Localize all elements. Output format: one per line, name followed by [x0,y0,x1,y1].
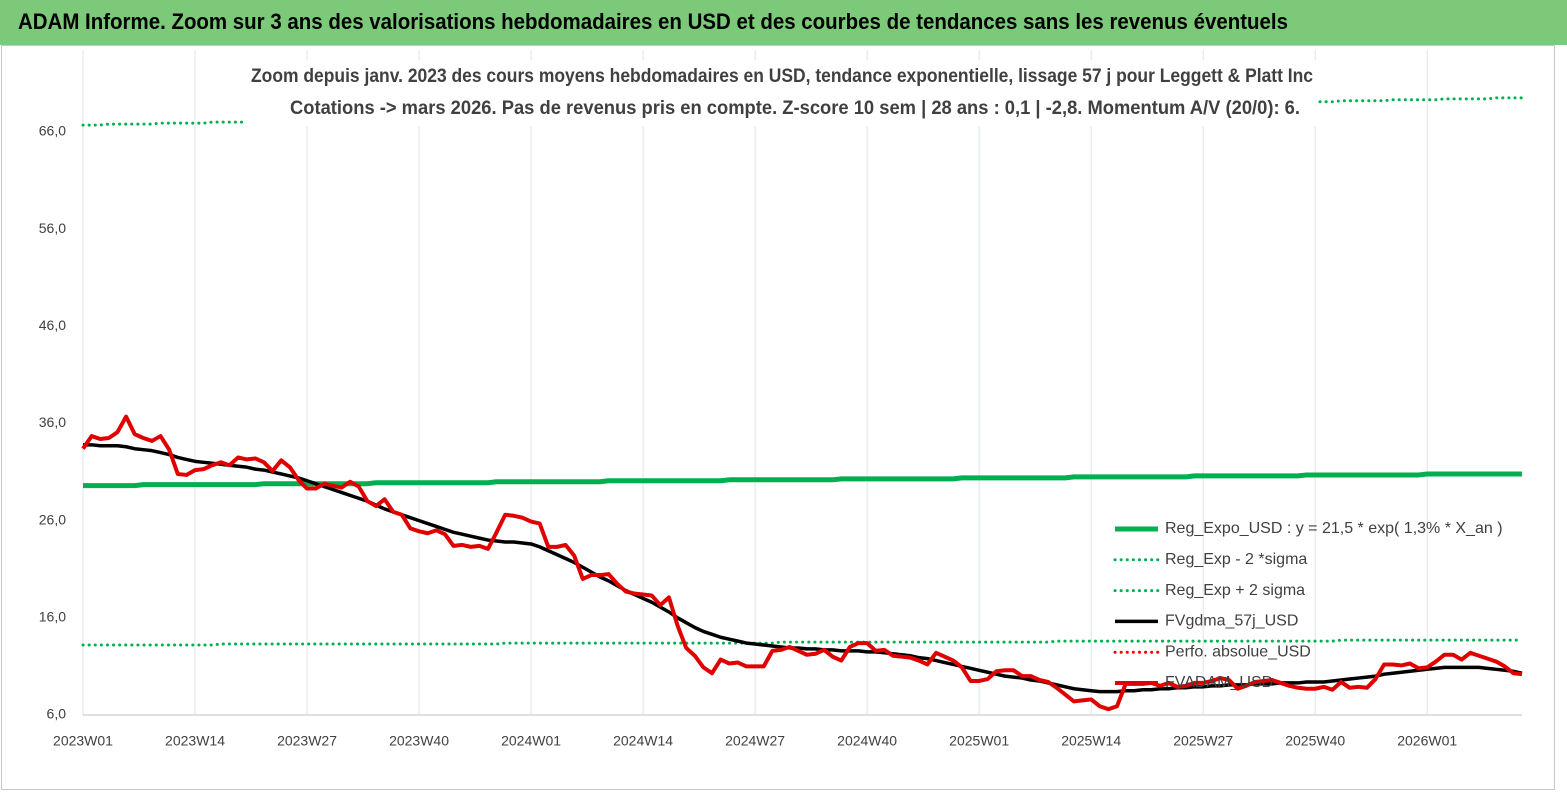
x-tick-label: 2023W40 [389,733,449,749]
y-tick-label: 16,0 [39,609,66,625]
legend-label: Perfo. absolue_USD [1165,643,1311,660]
x-tick-label: 2023W01 [53,733,113,749]
y-tick-label: 36,0 [39,414,66,430]
legend-label: FVgdma_57j_USD [1165,613,1298,630]
series-line [81,638,1524,647]
series-line [81,414,1523,712]
x-tick-label: 2025W27 [1173,733,1233,749]
y-tick-label: 26,0 [39,511,66,527]
legend-label: Reg_Exp + 2 sigma [1165,582,1305,599]
header-bar [0,0,1567,45]
x-tick-label: 2025W14 [1061,733,1121,749]
x-tick-label: 2025W40 [1285,733,1345,749]
legend: Reg_Expo_USD : y = 21,5 * exp( 1,3% * X_… [1113,520,1503,691]
x-tick-label: 2026W01 [1397,733,1457,749]
x-tick-label: 2023W14 [165,733,225,749]
x-tick-label: 2024W01 [501,733,561,749]
legend-label: FVADAM_USD [1165,674,1273,691]
title-background [246,60,1318,126]
legend-label: Reg_Exp - 2 *sigma [1165,551,1307,568]
y-tick-label: 66,0 [39,123,66,139]
y-tick-label: 6,0 [47,706,67,722]
x-tick-label: 2024W14 [613,733,673,749]
legend-label: Reg_Expo_USD : y = 21,5 * exp( 1,3% * X_… [1165,520,1503,537]
x-tick-label: 2024W27 [725,733,785,749]
chart-subtitle: Cotations -> mars 2026. Pas de revenus p… [290,98,1300,119]
chart-frame [1,45,1555,790]
x-tick-label: 2025W01 [949,733,1009,749]
x-tick-label: 2024W40 [837,733,897,749]
chart-title: Zoom depuis janv. 2023 des cours moyens … [251,66,1313,87]
y-tick-label: 56,0 [39,220,66,236]
y-tick-label: 46,0 [39,317,66,333]
x-tick-label: 2023W27 [277,733,337,749]
header-title: ADAM Informe. Zoom sur 3 ans des valoris… [18,9,1288,34]
